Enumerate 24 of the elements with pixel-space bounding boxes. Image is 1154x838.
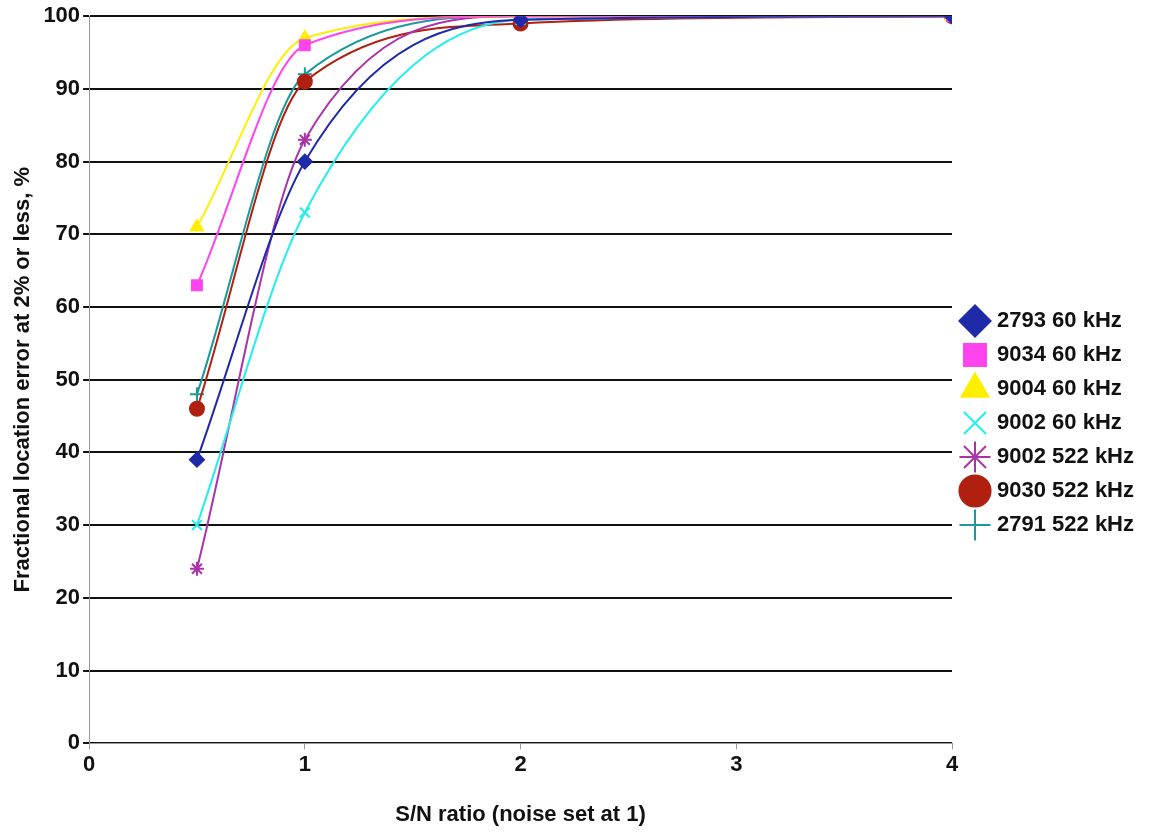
y-tick-label: 60 xyxy=(55,293,81,319)
y-tick-label: 50 xyxy=(55,365,81,391)
legend-label: 9002 522 kHz xyxy=(997,443,1134,469)
legend-label: 9002 60 kHz xyxy=(997,409,1122,435)
y-tick-label: 20 xyxy=(55,583,81,609)
y-tick-label: 80 xyxy=(55,147,81,173)
y-tick-label: 10 xyxy=(55,656,81,682)
legend-label: 9034 60 kHz xyxy=(997,341,1122,367)
y-tick-label: 0 xyxy=(67,729,81,755)
x-tick-label: 3 xyxy=(730,751,743,777)
legend-label: 9004 60 kHz xyxy=(997,375,1122,401)
legend-label: 2793 60 kHz xyxy=(997,307,1122,333)
legend-label: 9030 522 kHz xyxy=(997,477,1134,503)
y-tick-label: 70 xyxy=(55,220,81,246)
y-tick-label: 100 xyxy=(43,2,81,28)
x-axis-title: S/N ratio (noise set at 1) xyxy=(395,800,646,826)
x-tick-label: 4 xyxy=(945,751,959,777)
legend-label: 2791 522 kHz xyxy=(997,511,1134,537)
x-tick-label: 2 xyxy=(514,751,527,777)
y-tick-label: 90 xyxy=(55,74,81,100)
x-tick-label: 1 xyxy=(298,751,311,777)
y-tick-label: 40 xyxy=(55,438,81,464)
y-tick-label: 30 xyxy=(55,511,81,537)
y-axis-title: Fractional location error at 2% or less, % xyxy=(9,166,35,593)
